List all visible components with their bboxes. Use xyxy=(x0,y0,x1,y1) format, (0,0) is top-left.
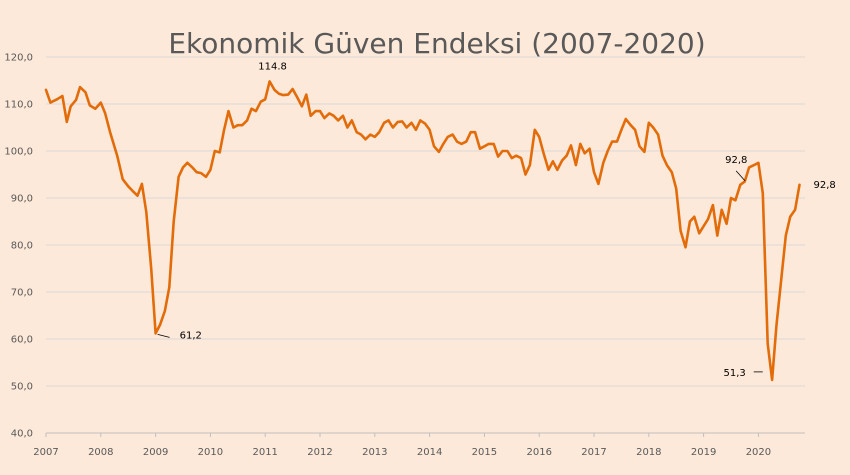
y-tick-label: 110,0 xyxy=(4,100,33,111)
data-label: 51,3 xyxy=(723,368,745,379)
x-tick-label: 2018 xyxy=(636,447,661,458)
x-tick-label: 2012 xyxy=(307,447,332,458)
x-tick-label: 2013 xyxy=(362,447,387,458)
x-tick-label: 2016 xyxy=(526,447,551,458)
y-tick-label: 40,0 xyxy=(11,429,33,440)
annotations: 61,2 114.8 92,8 51,3 92,8 xyxy=(157,61,836,379)
y-tick-label: 60,0 xyxy=(11,335,33,346)
data-label: 61,2 xyxy=(180,330,202,341)
y-tick-label: 90,0 xyxy=(11,194,33,205)
axes: 40,0 50,0 60,0 70,0 80,0 90,0 100,0 110,0 120,0 2… xyxy=(4,53,805,458)
x-tick-label: 2011 xyxy=(252,447,277,458)
y-tick-label: 80,0 xyxy=(11,241,33,252)
annotation-leader xyxy=(157,333,170,338)
x-tick-label: 2007 xyxy=(33,447,58,458)
gridlines xyxy=(46,56,805,434)
y-tick-label: 100,0 xyxy=(4,147,33,158)
annotation-leader xyxy=(735,170,746,182)
y-tick-label: 120,0 xyxy=(4,53,33,64)
chart-title: Ekonomik Güven Endeksi (2007-2020) xyxy=(168,27,705,60)
y-tick-label: 50,0 xyxy=(11,382,33,393)
data-label: 92,8 xyxy=(814,180,836,191)
x-tick-label: 2008 xyxy=(88,447,113,458)
x-tick-label: 2019 xyxy=(691,447,716,458)
x-tick-label: 2009 xyxy=(143,447,168,458)
series xyxy=(44,80,801,382)
x-tick-label: 2014 xyxy=(417,447,442,458)
series-line xyxy=(44,80,801,382)
data-label: 92,8 xyxy=(725,155,747,166)
x-tick-label: 2020 xyxy=(746,447,771,458)
data-label: 114.8 xyxy=(258,61,287,72)
x-tick-label: 2017 xyxy=(581,447,606,458)
y-tick-label: 70,0 xyxy=(11,288,33,299)
x-tick-label: 2015 xyxy=(472,447,497,458)
x-tick-label: 2010 xyxy=(198,447,223,458)
